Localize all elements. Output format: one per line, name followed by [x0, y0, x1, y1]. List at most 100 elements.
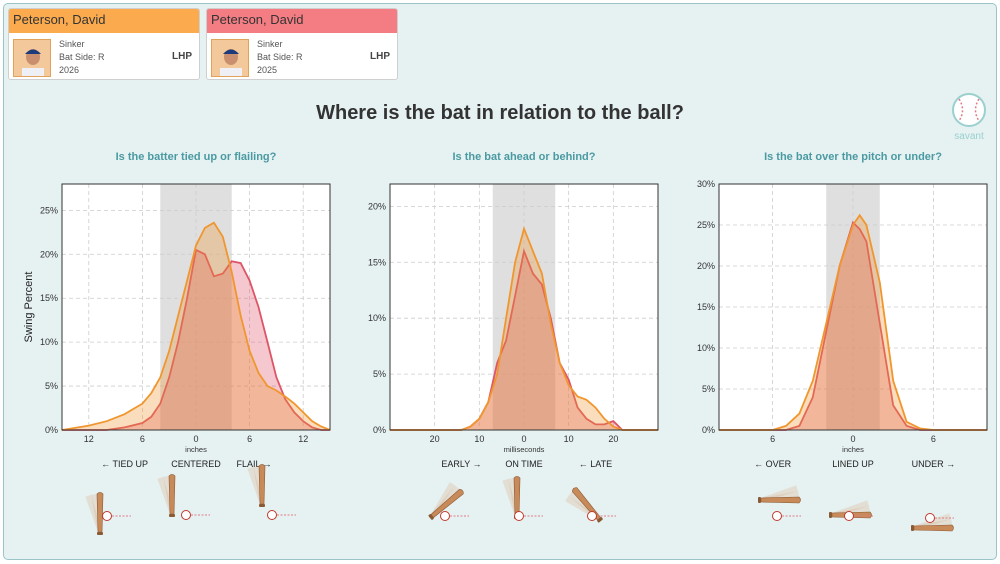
player-name: Peterson, David — [207, 9, 397, 33]
ball-shape — [267, 510, 277, 520]
baseball-icon — [102, 511, 131, 521]
y-tick-label: 10% — [40, 337, 58, 347]
series-area-2026 — [390, 228, 658, 430]
series-line-2025 — [719, 220, 987, 431]
zone-annotation: ← LATE — [579, 459, 612, 469]
bat-shape — [913, 524, 954, 532]
y-tick-label: 10% — [697, 343, 715, 353]
x-tick-label: 0 — [521, 434, 526, 444]
baseball-icon — [587, 511, 616, 521]
plot-border — [718, 183, 988, 431]
series-area-2026 — [62, 222, 330, 430]
bat-knob — [97, 532, 103, 535]
bat-knob — [259, 504, 265, 507]
player-card-2025[interactable]: Peterson, David Sinker Bat Side: R 2025 … — [206, 8, 398, 80]
bat-shape — [96, 492, 104, 533]
y-tick-label: 20% — [40, 249, 58, 259]
y-tick-label: 0% — [45, 425, 58, 435]
y-axis-label: Swing Percent — [23, 272, 35, 343]
series-line-2026 — [61, 221, 331, 431]
season: 2025 — [257, 65, 278, 75]
chart-3-subtitle: Is the bat over the pitch or under? — [764, 151, 942, 163]
x-tick-label: 0 — [850, 434, 855, 444]
pitch-type: Sinker — [257, 39, 283, 49]
ball-shape — [181, 510, 191, 520]
x-tick-label: 6 — [247, 434, 252, 444]
x-tick-label: 0 — [193, 434, 198, 444]
x-tick-label: 10 — [474, 434, 484, 444]
baseball-icon — [952, 93, 986, 127]
ball-shape — [772, 511, 782, 521]
player-name: Peterson, David — [9, 9, 199, 33]
x-tick-label: 6 — [931, 434, 936, 444]
bat-knob — [758, 497, 761, 503]
player-headshot — [211, 39, 249, 77]
bat-illustration-3 — [428, 482, 464, 520]
baseball-icon — [440, 511, 469, 521]
player-headshot — [13, 39, 51, 77]
bat-knob — [597, 517, 603, 523]
savant-logo[interactable]: savant — [948, 92, 990, 142]
y-tick-label: 5% — [702, 384, 715, 394]
zone-annotation: UNDER → — [912, 459, 956, 469]
y-tick-label: 5% — [373, 369, 386, 379]
baseball-icon — [514, 511, 543, 521]
bat-shape — [168, 474, 176, 515]
bat-knob — [911, 525, 914, 531]
logo-text: savant — [954, 131, 984, 142]
y-tick-label: 0% — [373, 425, 386, 435]
ball-shape — [440, 511, 450, 521]
zone-annotation: ← OVER — [754, 459, 792, 469]
zone-annotation: EARLY → — [441, 459, 481, 469]
x-tick-label: 12 — [298, 434, 308, 444]
bat-shape — [258, 464, 266, 505]
player-meta: Sinker Bat Side: R 2026 — [59, 38, 105, 77]
pitch-type: Sinker — [59, 39, 85, 49]
plot-border — [389, 183, 659, 431]
y-tick-label: 15% — [40, 293, 58, 303]
y-tick-label: 5% — [45, 381, 58, 391]
plot-border — [61, 183, 331, 431]
chart-tied-up: 0% 5% 10% 15% 20% 25% 12 6 0 6 12 inches Swing Perce… — [23, 183, 331, 469]
baseball-icon — [772, 511, 801, 521]
series-area-2025 — [390, 251, 658, 430]
y-tick-label: 0% — [702, 425, 715, 435]
x-axis-label: inches — [185, 445, 207, 454]
series-line-2026 — [390, 225, 658, 431]
x-tick-label: 6 — [770, 434, 775, 444]
zone-annotation: ← TIED UP — [101, 459, 148, 469]
series-area-2025 — [719, 222, 987, 430]
player-meta: Sinker Bat Side: R 2025 — [257, 38, 303, 77]
y-tick-label: 25% — [697, 220, 715, 230]
chart-2-subtitle: Is the bat ahead or behind? — [452, 151, 596, 163]
zone-annotation: LINED UP — [832, 459, 874, 469]
y-tick-label: 15% — [368, 257, 386, 267]
ball-shape — [587, 511, 597, 521]
ball-shape — [102, 511, 112, 521]
ball-shape — [925, 513, 935, 523]
x-axis-label: inches — [842, 445, 864, 454]
x-tick-label: 10 — [564, 434, 574, 444]
bat-illustrations — [85, 464, 954, 535]
page-title: Where is the bat in relation to the ball… — [316, 102, 684, 124]
bat-side: Bat Side: R — [257, 52, 303, 62]
bat-shape — [513, 476, 521, 517]
series-line-2025 — [62, 248, 330, 431]
y-tick-label: 10% — [368, 313, 386, 323]
x-tick-label: 12 — [84, 434, 94, 444]
bat-illustration-5 — [565, 487, 603, 523]
bat-illustration-4 — [502, 476, 521, 519]
bat-shape — [430, 488, 464, 518]
y-tick-label: 15% — [697, 302, 715, 312]
y-tick-label: 20% — [697, 261, 715, 271]
baseball-icon — [844, 511, 873, 521]
player-card-2026[interactable]: Peterson, David Sinker Bat Side: R 2026 … — [8, 8, 200, 80]
chart-over-under: 0% 5% 10% 15% 20% 25% 30% 6 0 6 inches ← OVER LINED … — [697, 179, 988, 469]
ball-shape — [844, 511, 854, 521]
x-axis-label: milliseconds — [504, 445, 545, 454]
bat-side: Bat Side: R — [59, 52, 105, 62]
series-area-2026 — [719, 215, 987, 430]
baseball-icon — [925, 513, 954, 523]
ball-shape — [514, 511, 524, 521]
